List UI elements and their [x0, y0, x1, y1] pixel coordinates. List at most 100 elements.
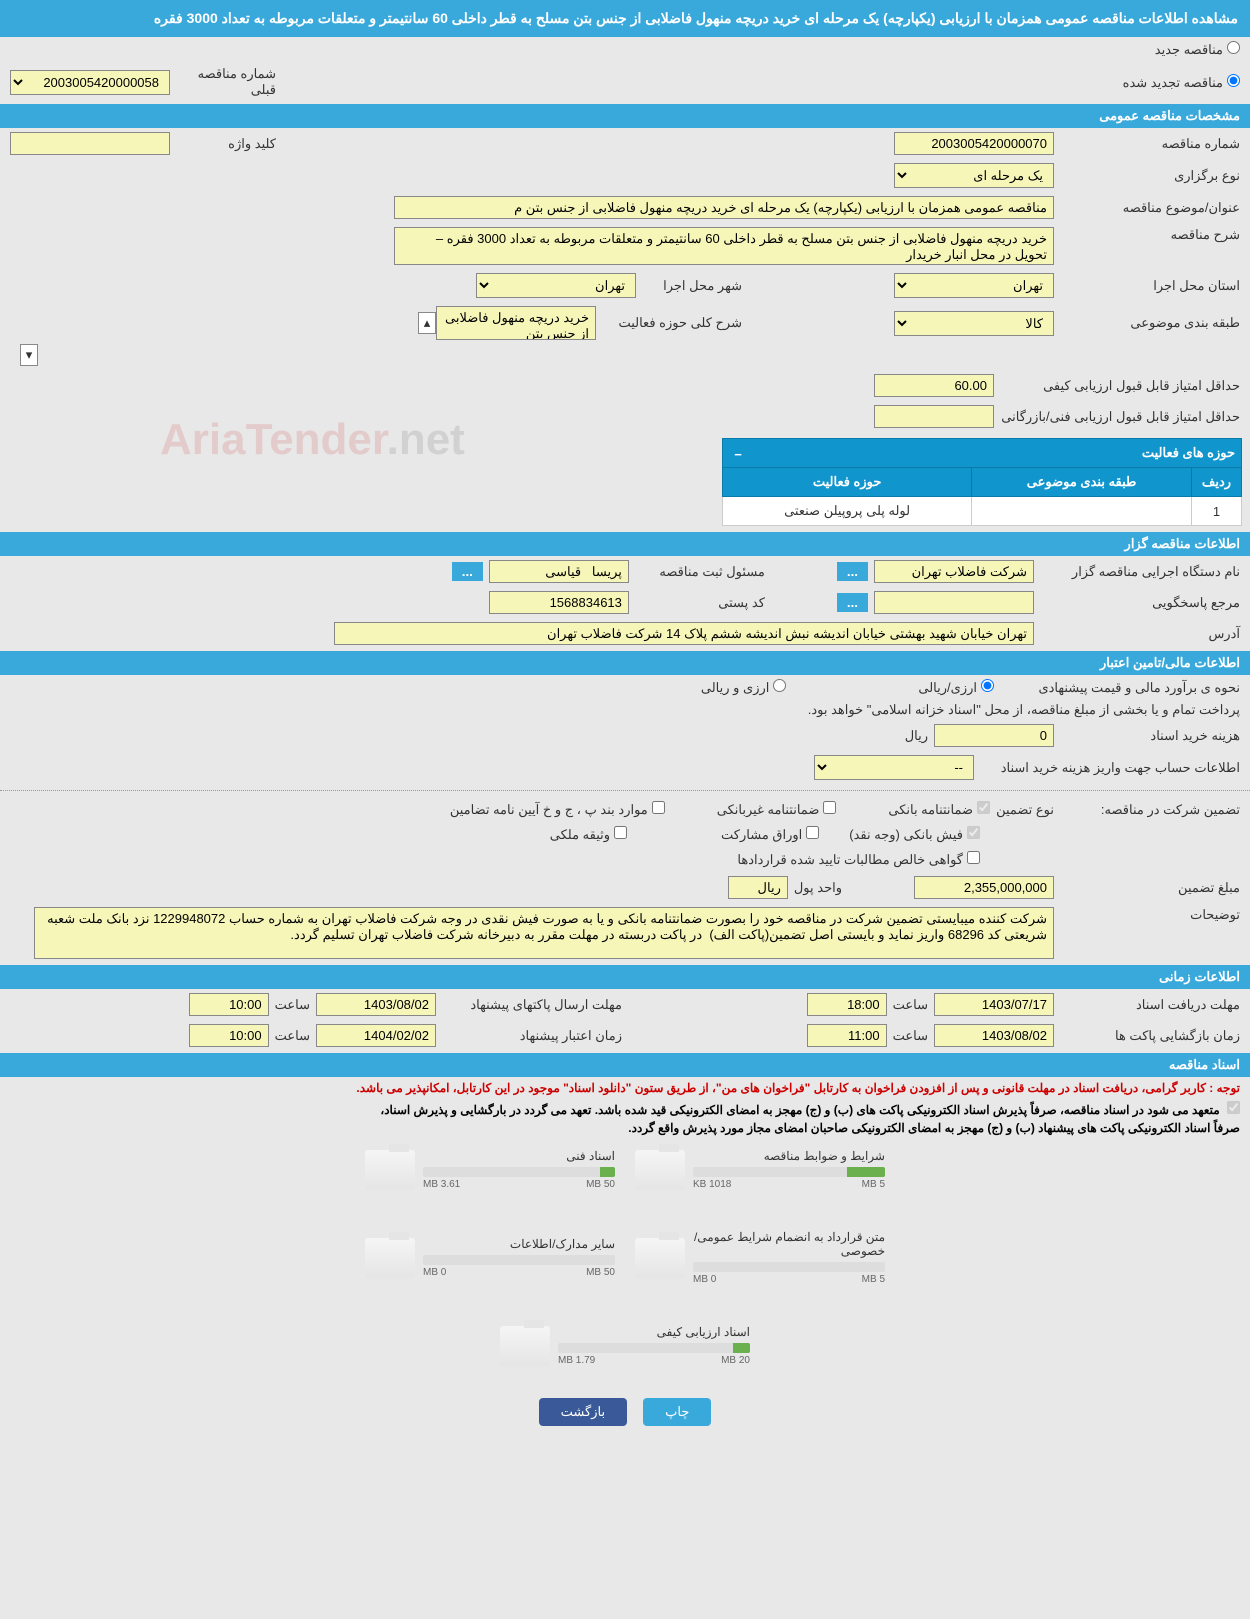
province-select[interactable]: تهران [894, 273, 1054, 298]
city-select[interactable]: تهران [476, 273, 636, 298]
g-fish-text: فیش بانکی (وجه نقد) [849, 827, 963, 842]
collapse-icon[interactable]: − [729, 445, 747, 463]
renewed-tender-radio[interactable] [1227, 74, 1240, 87]
g-property-check[interactable] [614, 826, 627, 839]
commit-check [1227, 1101, 1240, 1114]
section-docs: اسناد مناقصه [0, 1053, 1250, 1077]
doc-used: 1018 KB [693, 1179, 731, 1190]
prev-number-label: شماره مناقصه قبلی [176, 66, 276, 98]
response-browse-button[interactable]: ... [837, 593, 868, 612]
postal-input[interactable] [489, 591, 629, 614]
validity-date[interactable] [316, 1024, 436, 1047]
address-label: آدرس [1040, 626, 1240, 642]
estimate-label: نحوه ی برآورد مالی و قیمت پیشنهادی [1000, 680, 1240, 696]
g-bond-check[interactable] [652, 801, 665, 814]
doc-card[interactable]: متن قرارداد به انضمام شرایط عمومی/خصوصی … [635, 1230, 885, 1285]
doc-title: متن قرارداد به انضمام شرایط عمومی/خصوصی [693, 1230, 885, 1258]
reg-input[interactable] [489, 560, 629, 583]
doc-progress-bar [693, 1167, 885, 1177]
g-receivables-check[interactable] [967, 851, 980, 864]
docs-deadline-time[interactable] [807, 993, 887, 1016]
min-quality-input[interactable] [874, 374, 994, 397]
doc-title: اسناد فنی [423, 1149, 615, 1163]
docs-note-2: صرفاً اسناد الکترونیکی پاکت های پیشنهاد … [0, 1119, 1250, 1137]
g-bond-label: موارد بند پ ، ج و خ آیین نامه تضامین [450, 801, 665, 818]
g-bank-check[interactable] [977, 801, 990, 814]
cell-row: 1 [1192, 497, 1242, 526]
doc-max: 50 MB [586, 1179, 615, 1190]
docs-deadline-label: مهلت دریافت اسناد [1060, 997, 1240, 1013]
response-input[interactable] [874, 591, 1034, 614]
doc-card[interactable]: سایر مدارک/اطلاعات 50 MB0 MB [365, 1230, 615, 1285]
title-label: عنوان/موضوع مناقصه [1060, 200, 1240, 216]
docs-note-text-1: متعهد می شود در اسناد مناقصه، صرفاً پذیر… [380, 1103, 1219, 1117]
doc-cost-input[interactable] [934, 724, 1054, 747]
class-select[interactable]: کالا [894, 311, 1054, 336]
g-fish-label: فیش بانکی (وجه نقد) [849, 826, 980, 843]
opt-rial-text: ارزی/ریالی [918, 680, 977, 695]
opt-both-radio[interactable] [773, 679, 786, 692]
print-button[interactable]: چاپ [643, 1398, 711, 1426]
docs-note-red: توجه : کاربر گرامی، دریافت اسناد در مهلت… [0, 1077, 1250, 1099]
guarantee-unit-input[interactable] [728, 876, 788, 899]
g-fish-check[interactable] [967, 826, 980, 839]
doc-progress-bar [558, 1343, 750, 1353]
tender-type-row: مناقصه جدید [0, 37, 1250, 62]
title-input[interactable] [394, 196, 1054, 219]
g-bank-text: ضمانتنامه بانکی [888, 802, 973, 817]
opt-rial-label: ارزی/ریالی [918, 679, 994, 696]
col-scope: حوزه فعالیت [723, 468, 972, 497]
g-nonbank-check[interactable] [823, 801, 836, 814]
guarantee-title-label: تضمین شرکت در مناقصه: [1060, 802, 1240, 818]
section-timing: اطلاعات زمانی [0, 965, 1250, 989]
col-row: ردیف [1192, 468, 1242, 497]
doc-used: 1.79 MB [558, 1355, 595, 1366]
opt-rial-radio[interactable] [981, 679, 994, 692]
send-deadline-date[interactable] [316, 993, 436, 1016]
doc-progress-bar [423, 1255, 615, 1265]
min-tech-input[interactable] [874, 405, 994, 428]
doc-max: 20 MB [721, 1355, 750, 1366]
scope-expand-up-icon[interactable]: ▴ [418, 312, 436, 334]
new-radio-label: مناقصه جدید [1155, 41, 1240, 58]
new-tender-radio[interactable] [1227, 41, 1240, 54]
guarantee-row: تضمین شرکت در مناقصه: نوع تضمین ضمانتنام… [0, 797, 1250, 822]
docs-deadline-date[interactable] [934, 993, 1054, 1016]
org-browse-button[interactable]: ... [837, 562, 868, 581]
doc-progress-bar [693, 1262, 885, 1272]
account-select[interactable]: -- [814, 755, 974, 780]
g-securities-text: اوراق مشارکت [721, 827, 802, 842]
org-input[interactable] [874, 560, 1034, 583]
address-input[interactable] [334, 622, 1034, 645]
prev-number-select[interactable]: 2003005420000058 [10, 70, 170, 95]
scope-expand-down-icon[interactable]: ▾ [20, 344, 38, 366]
min-tech-label: حداقل امتیاز قابل قبول ارزیابی فنی/بازرگ… [1000, 409, 1240, 425]
guarantee-amount-input[interactable] [914, 876, 1054, 899]
renewed-radio-label: مناقصه تجدید شده [1123, 74, 1240, 91]
folder-icon [635, 1150, 685, 1190]
renewed-row: مناقصه تجدید شده شماره مناقصه قبلی 20030… [0, 62, 1250, 102]
holding-type-select[interactable]: یک مرحله ای [894, 163, 1054, 188]
reg-label: مسئول ثبت مناقصه [635, 564, 765, 580]
keyword-input[interactable] [10, 132, 170, 155]
doc-card[interactable]: شرایط و ضوابط مناقصه 5 MB1018 KB [635, 1149, 885, 1190]
scope-textarea[interactable]: خرید دریچه منهول فاضلابی از جنس بتن [436, 306, 596, 340]
activity-table: حوزه های فعالیت − ردیف طبقه بندی موضوعی … [722, 438, 1242, 526]
desc-textarea[interactable]: خرید دریچه منهول فاضلابی از جنس بتن مسلح… [394, 227, 1054, 265]
send-deadline-time[interactable] [189, 993, 269, 1016]
col-class: طبقه بندی موضوعی [972, 468, 1192, 497]
g-nonbank-text: ضمانتنامه غیربانکی [717, 802, 820, 817]
open-time[interactable] [807, 1024, 887, 1047]
doc-title: سایر مدارک/اطلاعات [423, 1237, 615, 1251]
activity-table-title: حوزه های فعالیت [1142, 445, 1235, 460]
folder-icon [365, 1238, 415, 1278]
back-button[interactable]: بازگشت [539, 1398, 627, 1426]
open-date[interactable] [934, 1024, 1054, 1047]
doc-card[interactable]: اسناد ارزیابی کیفی 20 MB1.79 MB [500, 1325, 750, 1366]
g-securities-check[interactable] [806, 826, 819, 839]
reg-browse-button[interactable]: ... [452, 562, 483, 581]
province-label: استان محل اجرا [1060, 278, 1240, 294]
validity-time[interactable] [189, 1024, 269, 1047]
doc-card[interactable]: اسناد فنی 50 MB3.61 MB [365, 1149, 615, 1190]
notes-textarea[interactable]: شرکت کننده میبایستی تضمین شرکت در مناقصه… [34, 907, 1054, 959]
